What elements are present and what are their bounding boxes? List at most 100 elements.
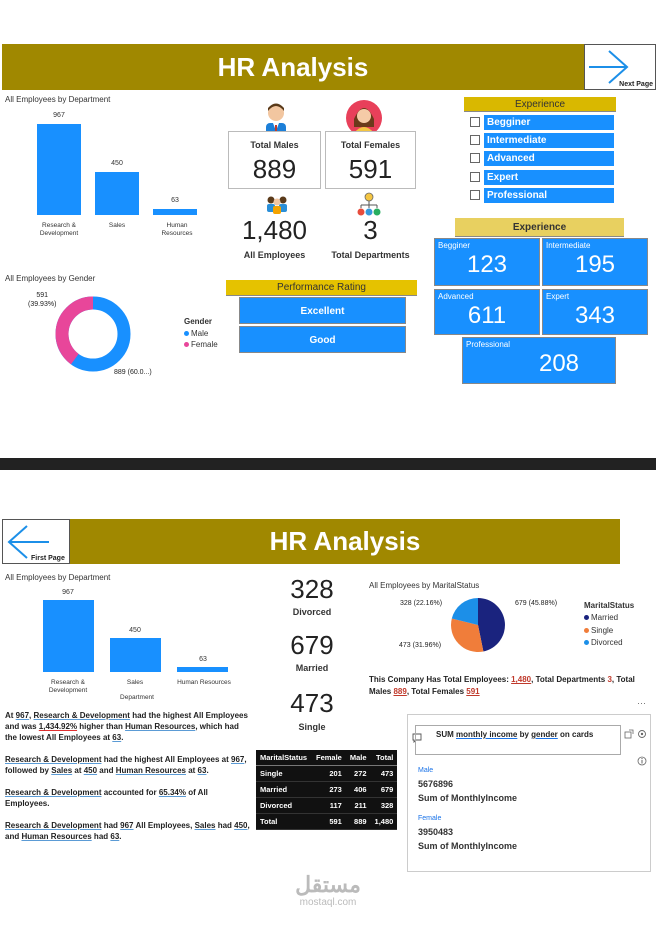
- total-females-card: Total Females 591: [325, 131, 416, 189]
- marital-status-table: MaritalStatus Female Male Total Single 20…: [256, 750, 398, 830]
- performance-rating-header: Performance Rating: [226, 280, 417, 296]
- experience-cards-header: Experience: [455, 218, 624, 237]
- gender-label-female: 591 (39.93%): [28, 291, 56, 309]
- slicer-item-intermediate[interactable]: Intermediate: [470, 133, 614, 148]
- gender-female-pct: (39.93%): [28, 301, 57, 309]
- top-whitespace: [0, 0, 656, 42]
- narrative-para-3: Research & Development accounted for 65.…: [5, 788, 208, 808]
- qa-question-input[interactable]: SUM monthly income by gender on cards: [415, 725, 621, 755]
- exp-card-begginer: Begginer 123: [434, 238, 540, 286]
- bar2-sales: [110, 638, 161, 672]
- marital-chart-title: All Employees by MaritalStatus: [369, 581, 480, 590]
- all-employees-label: All Employees: [243, 250, 306, 260]
- gender-donut-chart: [55, 296, 131, 372]
- first-page-label: First Page: [31, 555, 65, 562]
- marital-pie-chart: [451, 598, 505, 652]
- exp-card-advanced: Advanced 611: [434, 289, 540, 335]
- total-females-value: 591: [348, 154, 393, 184]
- gender-chart-title: All Employees by Gender: [5, 274, 96, 283]
- bar2-label-sales: Sales: [126, 679, 144, 686]
- checkbox[interactable]: [470, 172, 480, 182]
- dept-chart-title: All Employees by Department: [5, 95, 111, 104]
- legend-female: Female: [184, 339, 218, 351]
- dashboard2-title-bar: HR Analysis: [70, 519, 620, 564]
- bar-label-hr: Human Resources: [161, 222, 193, 238]
- dashboard1-title-bar: HR Analysis: [2, 44, 584, 90]
- all-employees-value: 1,480: [241, 215, 308, 245]
- bar-hr: [153, 209, 197, 215]
- gender-female-value: 591: [36, 292, 49, 299]
- gender-legend: Gender Male Female: [184, 316, 218, 351]
- exp-card-expert: Expert 343: [542, 289, 648, 335]
- bar2-label-hr: Human Resources: [177, 679, 231, 686]
- org-chart-icon: [357, 192, 381, 216]
- performance-excellent-button[interactable]: Excellent: [239, 297, 406, 324]
- next-page-button[interactable]: Next Page: [584, 44, 656, 90]
- table-row: Divorced 117 211 328: [256, 797, 398, 814]
- table-row: Married 273 406 679: [256, 781, 398, 798]
- qa-male-label: Male: [418, 767, 434, 774]
- single-label: Single: [298, 722, 326, 732]
- legend-male: Male: [184, 328, 218, 340]
- info-icon[interactable]: [637, 756, 647, 766]
- total-departments-label: Total Departments: [331, 250, 410, 260]
- checkbox[interactable]: [470, 190, 480, 200]
- narrative-para-1: At 967, Research & Development had the h…: [5, 711, 248, 742]
- total-males-card: Total Males 889: [228, 131, 321, 189]
- exp-card-professional: Professional 208: [462, 337, 616, 384]
- settings-icon[interactable]: [637, 729, 647, 739]
- bar-value-hr: 63: [171, 197, 179, 204]
- slicer-item-expert[interactable]: Expert: [470, 170, 614, 185]
- marital-label-divorced: 328 (22.16%): [400, 600, 443, 607]
- total-males-value: 889: [252, 154, 297, 184]
- checkbox[interactable]: [470, 153, 480, 163]
- more-options-icon[interactable]: ···: [637, 698, 646, 708]
- team-icon: [267, 196, 287, 214]
- arrow-right-icon: [589, 50, 629, 84]
- legend-married: Married: [584, 612, 634, 624]
- slicer-item-begginer[interactable]: Begginer: [470, 115, 614, 130]
- gender-label-male: 889 (60.0...): [114, 369, 152, 376]
- qa-female-label: Female: [418, 815, 442, 822]
- bar2-label-rd: Research & Development: [48, 679, 88, 695]
- qa-female-measure: Sum of MonthlyIncome: [418, 841, 517, 851]
- exp-card-intermediate: Intermediate 195: [542, 238, 648, 286]
- dashboard-separator: [0, 458, 656, 470]
- arrow-left-icon: [7, 525, 49, 559]
- share-icon[interactable]: [624, 729, 634, 739]
- bar-sales: [95, 172, 139, 215]
- marital-legend-title: MaritalStatus: [584, 601, 635, 610]
- table-total-row: Total 591 889 1,480: [256, 813, 398, 830]
- first-page-button[interactable]: First Page: [2, 519, 70, 564]
- dept-axis-label: Department: [120, 694, 154, 701]
- qa-female-value: 3950483: [418, 827, 454, 837]
- checkbox[interactable]: [470, 135, 480, 145]
- marital-legend: MaritalStatus Married Single Divorced: [584, 600, 634, 650]
- marital-label-single: 473 (31.96%): [399, 642, 442, 649]
- dashboard2-title: HR Analysis: [269, 526, 421, 556]
- bar2-value-rd: 967: [62, 589, 74, 596]
- legend-single: Single: [584, 625, 634, 637]
- watermark-latin: mostaql.com: [299, 897, 357, 908]
- bar2-hr: [177, 667, 228, 672]
- slicer-item-advanced[interactable]: Advanced: [470, 151, 614, 166]
- single-value: 473: [290, 688, 334, 718]
- bar2-value-sales: 450: [129, 627, 141, 634]
- married-value: 679: [290, 630, 334, 660]
- slicer-item-professional[interactable]: Professional: [470, 188, 614, 203]
- experience-slicer-header: Experience: [464, 97, 616, 112]
- total-departments-value: 3: [363, 215, 378, 245]
- qa-visual: SUM monthly income by gender on cards Ma…: [407, 714, 651, 872]
- married-label: Married: [295, 663, 329, 673]
- performance-good-button[interactable]: Good: [239, 326, 406, 353]
- total-males-label: Total Males: [250, 140, 299, 150]
- gender-legend-title: Gender: [184, 317, 213, 326]
- legend-divorced: Divorced: [584, 637, 634, 649]
- bar2-value-hr: 63: [199, 656, 207, 663]
- checkbox[interactable]: [470, 117, 480, 127]
- bar-rd: [37, 124, 81, 215]
- bar-value-rd: 967: [53, 112, 65, 119]
- dashboard1-title: HR Analysis: [217, 52, 369, 82]
- divorced-value: 328: [290, 574, 334, 604]
